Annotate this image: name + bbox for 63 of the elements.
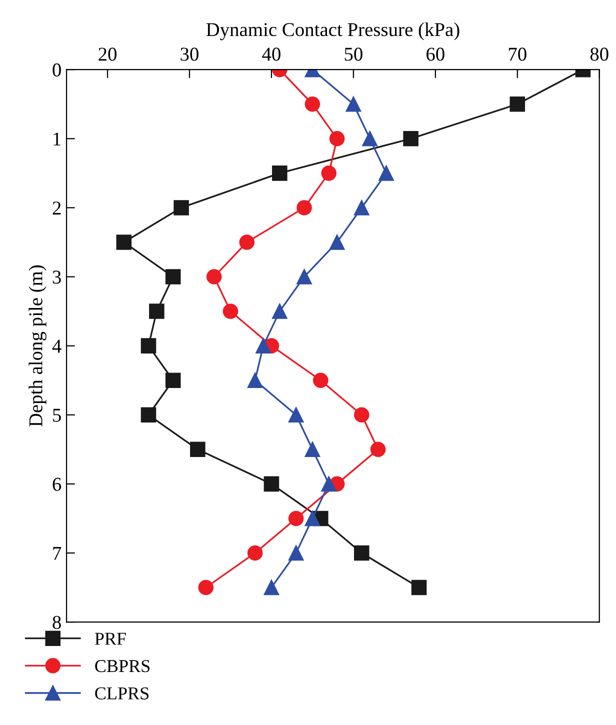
x-tick-label: 50 (344, 48, 362, 61)
point (198, 580, 214, 596)
legend-label: CLPRS (95, 687, 148, 700)
point (411, 580, 427, 596)
point (304, 442, 320, 458)
point (272, 304, 288, 319)
point (140, 338, 156, 354)
point (149, 304, 164, 319)
point (321, 166, 336, 181)
x-tick-label: 40 (262, 48, 280, 61)
point (222, 304, 238, 319)
point (288, 407, 304, 423)
point (313, 372, 328, 388)
point (190, 442, 206, 458)
y-tick-label: 7 (53, 547, 62, 560)
point (354, 545, 370, 561)
x-tick-label: 80 (590, 48, 608, 61)
point (346, 96, 362, 112)
y-tick-label: 4 (52, 340, 62, 353)
point (354, 200, 370, 216)
point (288, 545, 304, 561)
point (510, 96, 526, 112)
point (304, 96, 320, 112)
point (264, 476, 280, 492)
y-axis-title: Depth along pile (m) (28, 265, 46, 427)
y-tick-label: 3 (52, 270, 61, 284)
point (378, 166, 394, 181)
point (247, 372, 263, 388)
point (354, 407, 370, 423)
point (174, 200, 189, 216)
point (329, 234, 345, 250)
y-tick-label: 1 (54, 132, 60, 146)
y-tick-label: 6 (52, 478, 62, 491)
point (288, 510, 304, 526)
x-tick-label: 20 (98, 48, 116, 61)
legend-label: CBPRS (95, 660, 150, 672)
x-tick-label: 70 (508, 48, 526, 61)
x-tick-label: 30 (180, 48, 198, 61)
point (362, 131, 378, 146)
point (206, 269, 222, 284)
y-tick-label: 2 (52, 202, 61, 214)
point (140, 407, 156, 423)
point (165, 372, 181, 388)
point (403, 131, 418, 146)
x-axis-title: Dynamic Contact Pressure (kPa) (206, 22, 460, 40)
point (321, 476, 336, 492)
point (247, 545, 263, 561)
y-tick-label: 5 (53, 408, 61, 422)
point (296, 269, 312, 284)
point (329, 131, 345, 146)
y-tick-label: 8 (52, 616, 61, 629)
point (272, 166, 288, 181)
point (116, 234, 132, 250)
y-tick-label: 0 (52, 63, 61, 77)
point (256, 338, 271, 354)
point (370, 442, 386, 458)
point (239, 234, 255, 250)
point (304, 510, 320, 526)
point (165, 269, 181, 284)
point (264, 580, 280, 596)
legend-label: PRF (94, 632, 126, 645)
point (296, 200, 312, 216)
x-tick-label: 60 (426, 48, 444, 61)
